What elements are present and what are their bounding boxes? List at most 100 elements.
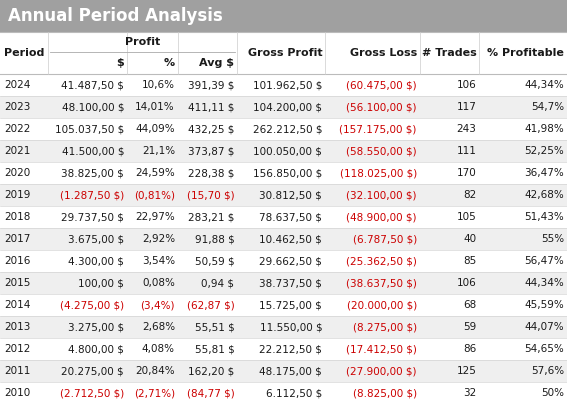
Text: 432,25 $: 432,25 $ bbox=[188, 124, 235, 134]
Text: (84,77 $): (84,77 $) bbox=[187, 388, 235, 398]
Text: 100.050,00 $: 100.050,00 $ bbox=[253, 146, 322, 156]
Text: (6.787,50 $): (6.787,50 $) bbox=[353, 234, 417, 244]
Text: 4.800,00 $: 4.800,00 $ bbox=[68, 344, 124, 354]
Text: 51,43%: 51,43% bbox=[524, 212, 564, 222]
Text: 41,98%: 41,98% bbox=[524, 124, 564, 134]
Text: 32: 32 bbox=[463, 388, 476, 398]
Text: 2023: 2023 bbox=[4, 102, 31, 112]
Text: 156.850,00 $: 156.850,00 $ bbox=[253, 168, 322, 178]
Text: (48.900,00 $): (48.900,00 $) bbox=[346, 212, 417, 222]
Text: 105: 105 bbox=[456, 212, 476, 222]
Text: 2020: 2020 bbox=[4, 168, 30, 178]
Text: 2019: 2019 bbox=[4, 190, 31, 200]
Text: (8.825,00 $): (8.825,00 $) bbox=[353, 388, 417, 398]
Text: Gross Loss: Gross Loss bbox=[349, 48, 417, 58]
Text: (15,70 $): (15,70 $) bbox=[187, 190, 235, 200]
Text: $: $ bbox=[116, 58, 124, 68]
Text: (0,81%): (0,81%) bbox=[134, 190, 175, 200]
Text: 21,1%: 21,1% bbox=[142, 146, 175, 156]
Text: 2014: 2014 bbox=[4, 300, 31, 310]
Text: (25.362,50 $): (25.362,50 $) bbox=[346, 256, 417, 266]
Bar bbox=[0, 250, 567, 272]
Text: 44,09%: 44,09% bbox=[136, 124, 175, 134]
Text: 52,25%: 52,25% bbox=[524, 146, 564, 156]
Bar bbox=[0, 316, 567, 338]
Text: 2017: 2017 bbox=[4, 234, 31, 244]
Text: 106: 106 bbox=[456, 278, 476, 288]
Text: 2022: 2022 bbox=[4, 124, 31, 134]
Text: 104.200,00 $: 104.200,00 $ bbox=[253, 102, 322, 112]
Text: (118.025,00 $): (118.025,00 $) bbox=[340, 168, 417, 178]
Text: 30.812,50 $: 30.812,50 $ bbox=[259, 190, 322, 200]
Text: 10.462,50 $: 10.462,50 $ bbox=[259, 234, 322, 244]
Text: Period: Period bbox=[4, 48, 44, 58]
Text: 86: 86 bbox=[463, 344, 476, 354]
Text: 162,20 $: 162,20 $ bbox=[188, 366, 235, 376]
Text: 111: 111 bbox=[456, 146, 476, 156]
Text: 44,34%: 44,34% bbox=[524, 80, 564, 90]
Text: (20.000,00 $): (20.000,00 $) bbox=[346, 300, 417, 310]
Text: 38.737,50 $: 38.737,50 $ bbox=[259, 278, 322, 288]
Text: 101.962,50 $: 101.962,50 $ bbox=[253, 80, 322, 90]
Text: 2011: 2011 bbox=[4, 366, 31, 376]
Text: Annual Period Analysis: Annual Period Analysis bbox=[8, 7, 223, 25]
Text: 125: 125 bbox=[456, 366, 476, 376]
Text: (62,87 $): (62,87 $) bbox=[187, 300, 235, 310]
Text: 24,59%: 24,59% bbox=[135, 168, 175, 178]
Text: 45,59%: 45,59% bbox=[524, 300, 564, 310]
Text: 106: 106 bbox=[456, 80, 476, 90]
Text: (4.275,00 $): (4.275,00 $) bbox=[60, 300, 124, 310]
Text: 91,88 $: 91,88 $ bbox=[194, 234, 235, 244]
Bar bbox=[0, 74, 567, 96]
Text: (17.412,50 $): (17.412,50 $) bbox=[346, 344, 417, 354]
Text: (27.900,00 $): (27.900,00 $) bbox=[346, 366, 417, 376]
Bar bbox=[0, 32, 567, 74]
Text: 0,08%: 0,08% bbox=[142, 278, 175, 288]
Bar bbox=[0, 96, 567, 118]
Text: 2018: 2018 bbox=[4, 212, 31, 222]
Text: 6.112,50 $: 6.112,50 $ bbox=[266, 388, 322, 398]
Text: 55,51 $: 55,51 $ bbox=[194, 322, 235, 332]
Text: (2.712,50 $): (2.712,50 $) bbox=[60, 388, 124, 398]
Text: 54,65%: 54,65% bbox=[524, 344, 564, 354]
Text: Gross Profit: Gross Profit bbox=[248, 48, 322, 58]
Text: (8.275,00 $): (8.275,00 $) bbox=[353, 322, 417, 332]
Text: 22.212,50 $: 22.212,50 $ bbox=[259, 344, 322, 354]
Text: 55,81 $: 55,81 $ bbox=[194, 344, 235, 354]
Text: Avg $: Avg $ bbox=[200, 58, 235, 68]
Text: 2021: 2021 bbox=[4, 146, 31, 156]
Bar bbox=[0, 162, 567, 184]
Text: 2013: 2013 bbox=[4, 322, 31, 332]
Text: 41.487,50 $: 41.487,50 $ bbox=[61, 80, 124, 90]
Text: (2,71%): (2,71%) bbox=[134, 388, 175, 398]
Text: 14,01%: 14,01% bbox=[136, 102, 175, 112]
Text: (32.100,00 $): (32.100,00 $) bbox=[346, 190, 417, 200]
Text: 22,97%: 22,97% bbox=[135, 212, 175, 222]
Text: 20.275,00 $: 20.275,00 $ bbox=[61, 366, 124, 376]
Text: 44,07%: 44,07% bbox=[524, 322, 564, 332]
Text: 100,00 $: 100,00 $ bbox=[78, 278, 124, 288]
Text: 10,6%: 10,6% bbox=[142, 80, 175, 90]
Text: 2010: 2010 bbox=[4, 388, 30, 398]
Text: 373,87 $: 373,87 $ bbox=[188, 146, 235, 156]
Text: 29.662,50 $: 29.662,50 $ bbox=[259, 256, 322, 266]
Bar bbox=[0, 382, 567, 399]
Text: 44,34%: 44,34% bbox=[524, 278, 564, 288]
Bar bbox=[0, 338, 567, 360]
Text: 391,39 $: 391,39 $ bbox=[188, 80, 235, 90]
Bar bbox=[0, 206, 567, 228]
Text: 40: 40 bbox=[463, 234, 476, 244]
Text: 4,08%: 4,08% bbox=[142, 344, 175, 354]
Text: (157.175,00 $): (157.175,00 $) bbox=[340, 124, 417, 134]
Text: 170: 170 bbox=[456, 168, 476, 178]
Text: 38.825,00 $: 38.825,00 $ bbox=[61, 168, 124, 178]
Text: 48.100,00 $: 48.100,00 $ bbox=[62, 102, 124, 112]
Text: 29.737,50 $: 29.737,50 $ bbox=[61, 212, 124, 222]
Bar bbox=[0, 228, 567, 250]
Text: 2016: 2016 bbox=[4, 256, 31, 266]
Text: 11.550,00 $: 11.550,00 $ bbox=[260, 322, 322, 332]
Text: 228,38 $: 228,38 $ bbox=[188, 168, 235, 178]
Text: %: % bbox=[164, 58, 175, 68]
Bar bbox=[0, 360, 567, 382]
Text: (56.100,00 $): (56.100,00 $) bbox=[346, 102, 417, 112]
